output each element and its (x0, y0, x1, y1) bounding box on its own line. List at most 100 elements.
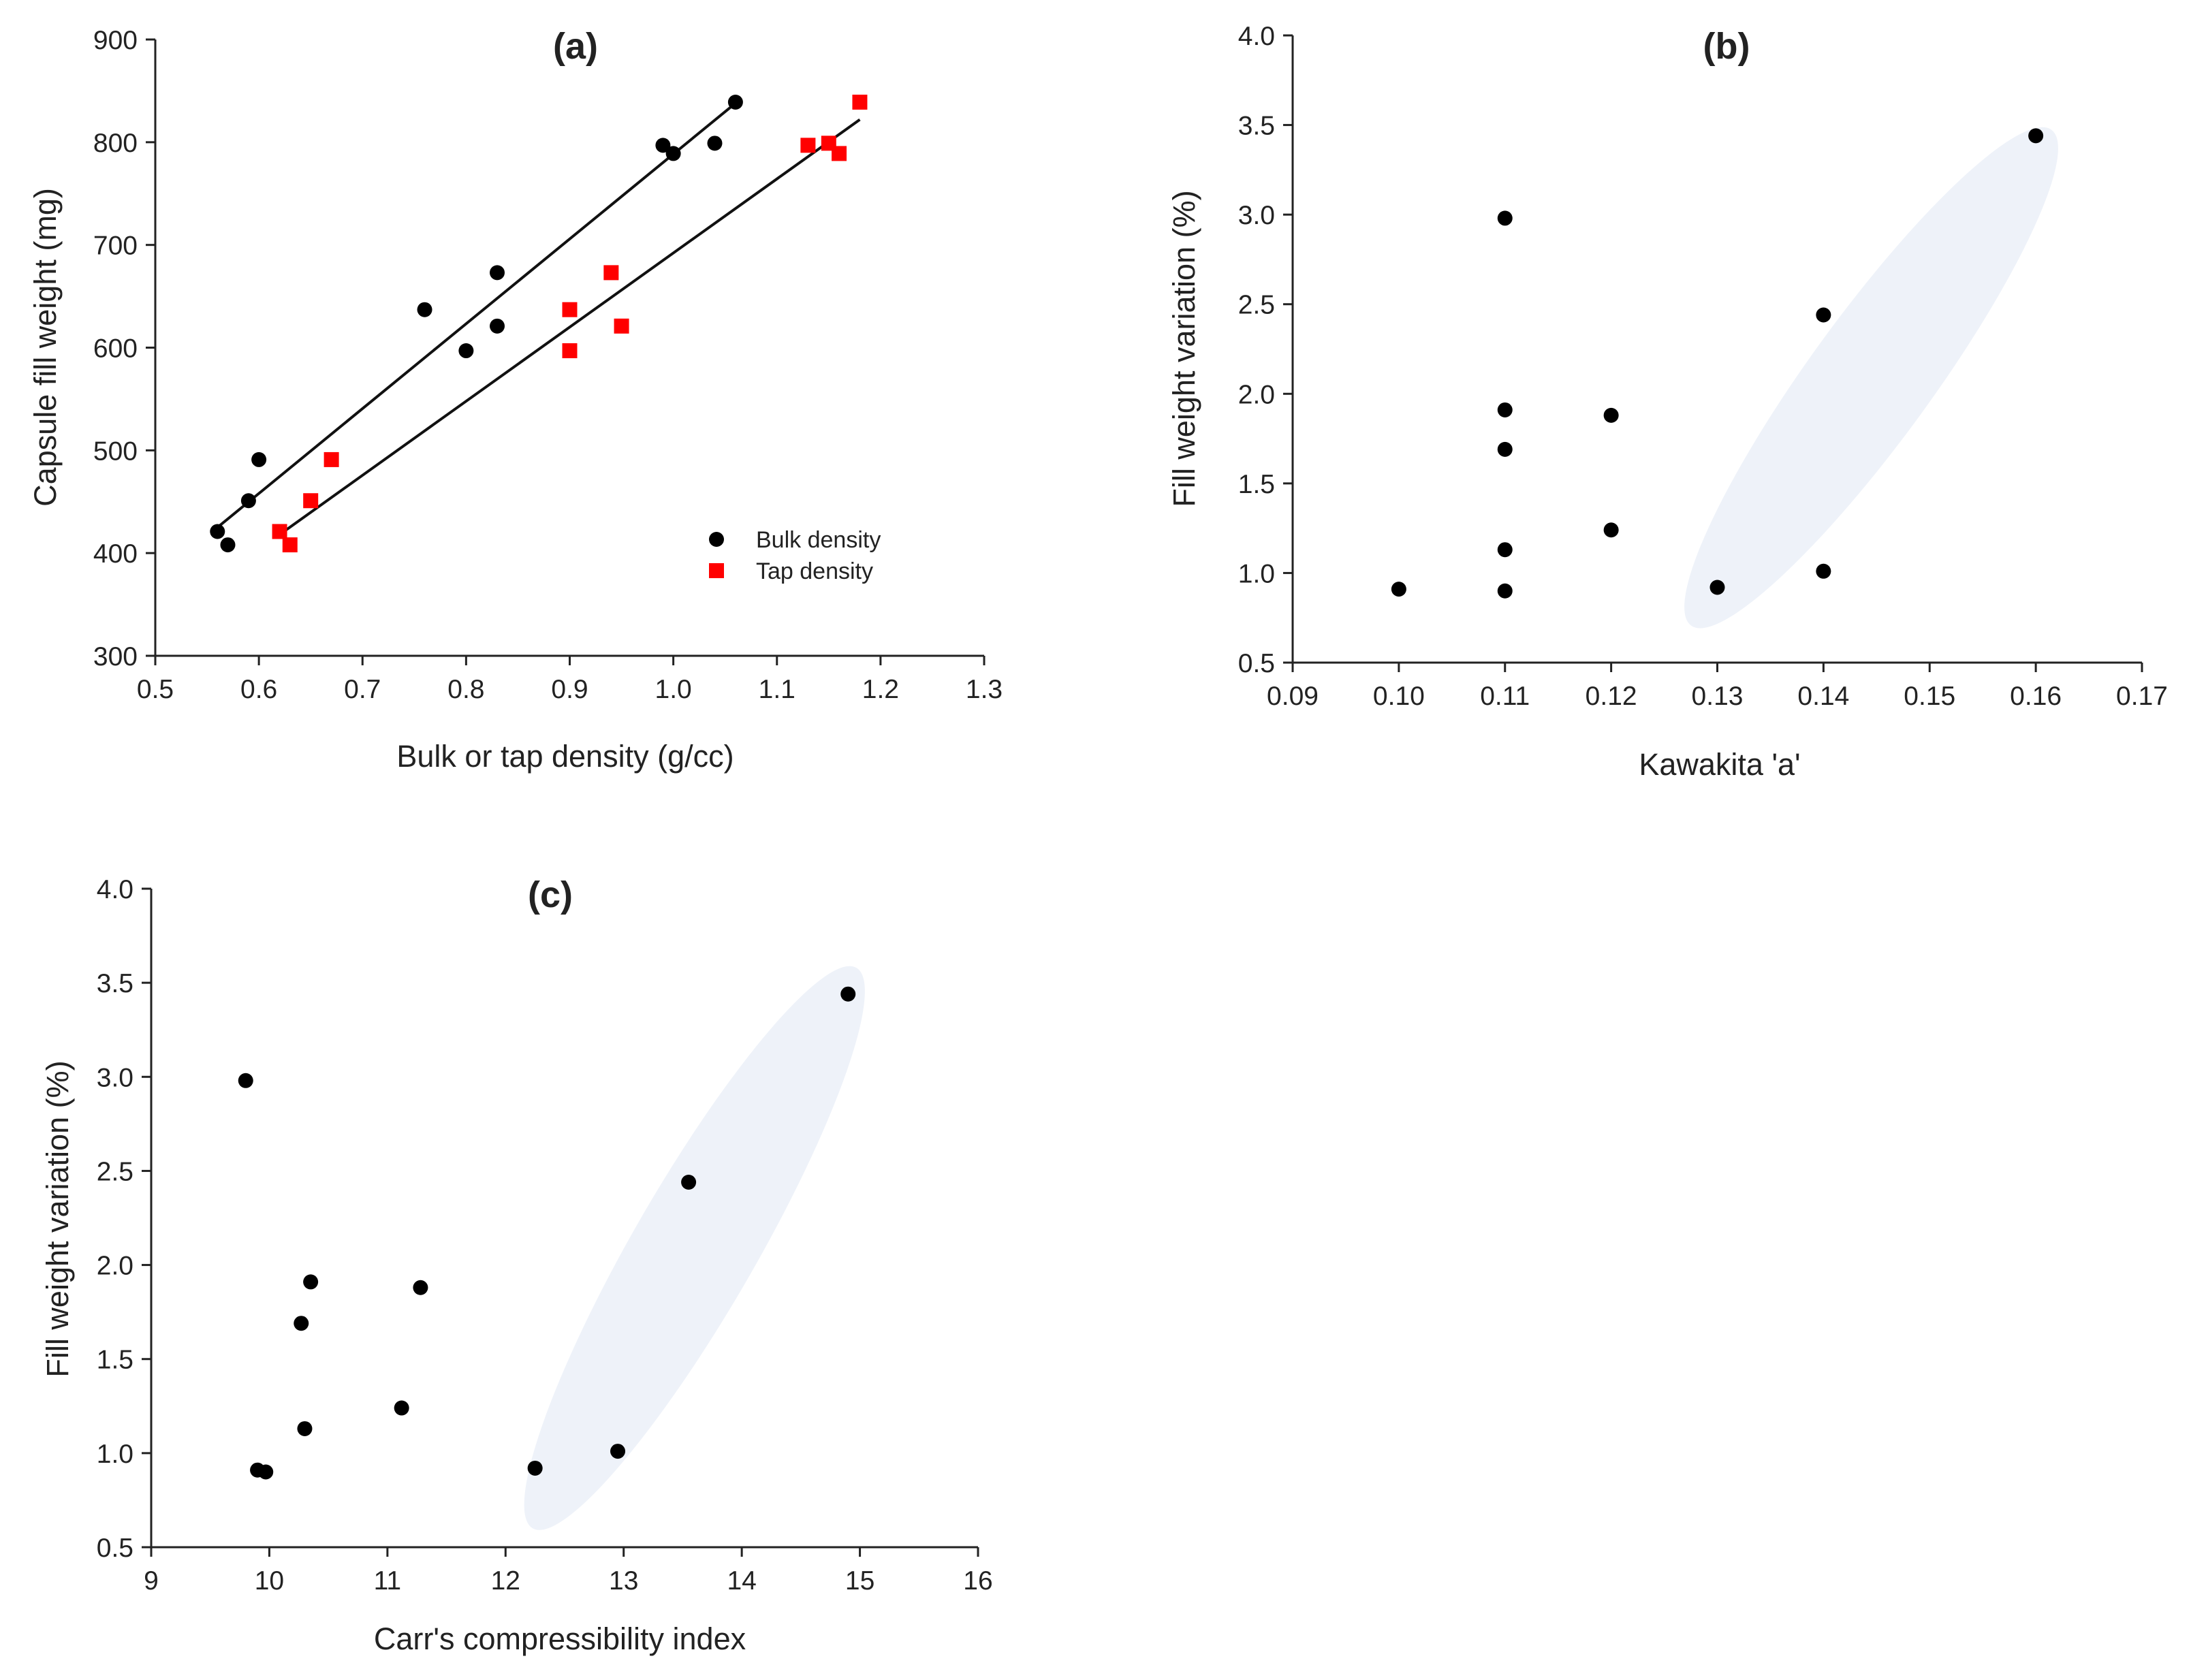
data-point (707, 136, 723, 151)
y-tick-label: 0.5 (97, 1534, 133, 1563)
data-point (458, 343, 474, 359)
x-tick-label: 1.0 (655, 675, 692, 704)
x-tick-label: 0.17 (2116, 682, 2168, 711)
y-tick-label: 0.5 (1238, 649, 1275, 678)
x-tick-label: 0.6 (240, 675, 277, 704)
y-tick-label: 1.5 (97, 1346, 133, 1375)
x-axis-title: Kawakita 'a' (1639, 747, 1800, 782)
x-tick-label: 1.2 (862, 675, 899, 704)
data-point-tap (324, 451, 339, 467)
y-tick-label: 700 (93, 232, 138, 261)
panel-title: (b) (1703, 26, 1750, 67)
y-tick-label: 1.0 (1238, 559, 1275, 588)
data-point (251, 451, 267, 467)
x-tick-label: 9 (144, 1566, 159, 1596)
data-point (294, 1316, 309, 1331)
legend-marker-tap (709, 563, 724, 578)
fit-line-tap (279, 118, 861, 536)
panel-title: (c) (528, 874, 573, 915)
data-point (303, 1274, 319, 1290)
chart-panel-a: 0.5 0.6 0.7 0.8 0.9 1.0 1.1 1.2 1.3 300 400 500 600 7… (28, 26, 1003, 774)
data-point (527, 1460, 543, 1476)
x-tick-label: 0.15 (1904, 682, 1955, 711)
x-tick-label: 16 (963, 1566, 992, 1596)
data-point-tap (852, 95, 868, 110)
y-tick-label: 800 (93, 129, 138, 158)
x-tick-label: 0.13 (1692, 682, 1744, 711)
chart-panel-c: 9 10 11 12 13 14 15 16 0.5 1.0 1.5 2.0 2.5 3.0 3.5 4.0 (… (40, 874, 993, 1656)
data-point (610, 1444, 626, 1459)
y-tick-label: 2.5 (97, 1157, 133, 1186)
x-tick-label: 10 (255, 1566, 284, 1596)
x-tick-label: 12 (491, 1566, 520, 1596)
x-axis-title: Bulk or tap density (g/cc) (396, 739, 734, 774)
cluster-ellipse (1684, 127, 2058, 629)
data-point-tap (282, 537, 298, 553)
data-point (490, 318, 505, 334)
data-point (1603, 407, 1619, 423)
data-point-tap (832, 146, 847, 161)
x-tick-label: 0.12 (1586, 682, 1637, 711)
y-tick-label: 3.0 (97, 1063, 133, 1092)
legend-label: Bulk density (756, 527, 881, 553)
data-point-tap (614, 318, 629, 334)
cluster-ellipse (524, 966, 865, 1530)
x-tick-label: 14 (727, 1566, 756, 1596)
y-tick-label: 500 (93, 437, 138, 466)
data-point (727, 95, 743, 110)
data-point (1709, 580, 1725, 595)
data-point (490, 265, 505, 281)
data-point (258, 1464, 274, 1480)
y-tick-label: 300 (93, 642, 138, 671)
x-tick-label: 0.16 (2010, 682, 2062, 711)
x-tick-label: 0.14 (1797, 682, 1849, 711)
data-point (681, 1175, 697, 1190)
y-tick-label: 400 (93, 539, 138, 569)
y-tick-label: 3.5 (97, 969, 133, 998)
y-tick-label: 3.0 (1238, 201, 1275, 230)
y-axis-title: Capsule fill weight (mg) (28, 188, 63, 507)
y-tick-label: 4.0 (97, 875, 133, 904)
data-point (1497, 210, 1513, 226)
y-axis-title: Fill weight variation (%) (1167, 190, 1201, 507)
y-tick-label: 600 (93, 334, 138, 364)
x-tick-label: 0.8 (447, 675, 484, 704)
y-axis-title: Fill weight variation (%) (40, 1060, 75, 1377)
data-point-tap (603, 265, 619, 281)
x-tick-label: 1.1 (759, 675, 795, 704)
panel-title: (a) (553, 26, 598, 67)
data-point (240, 493, 256, 509)
data-point (394, 1400, 409, 1416)
data-point (417, 302, 432, 317)
x-axis-title: Carr's compressibility index (374, 1621, 746, 1656)
y-tick-label: 1.0 (97, 1440, 133, 1469)
y-tick-label: 3.5 (1238, 112, 1275, 141)
data-point-tap (562, 302, 578, 317)
y-tick-label: 1.5 (1238, 470, 1275, 499)
x-tick-label: 15 (845, 1566, 874, 1596)
fit-line-bulk (217, 101, 737, 529)
y-tick-label: 900 (93, 26, 138, 55)
data-point-tap (562, 343, 578, 359)
x-tick-label: 0.09 (1267, 682, 1319, 711)
x-tick-label: 0.10 (1373, 682, 1425, 711)
y-tick-label: 4.0 (1238, 22, 1275, 51)
x-tick-label: 0.7 (344, 675, 381, 704)
y-tick-label: 2.0 (1238, 380, 1275, 409)
data-point (413, 1280, 428, 1295)
data-point-tap (800, 138, 816, 153)
x-tick-label: 0.9 (551, 675, 588, 704)
data-point (1497, 402, 1513, 417)
data-point (1391, 582, 1406, 597)
chart-panel-b: 0.09 0.10 0.11 0.12 0.13 0.14 0.15 0.16 0.17 0.5 1… (1167, 22, 2168, 782)
data-point (210, 524, 225, 539)
x-tick-label: 11 (374, 1566, 402, 1596)
data-point (655, 138, 671, 153)
x-tick-label: 0.11 (1480, 682, 1530, 711)
data-point (238, 1073, 253, 1088)
x-tick-label: 0.5 (137, 675, 174, 704)
data-point (1603, 522, 1619, 538)
data-point (1816, 563, 1831, 579)
data-point (1497, 441, 1513, 457)
